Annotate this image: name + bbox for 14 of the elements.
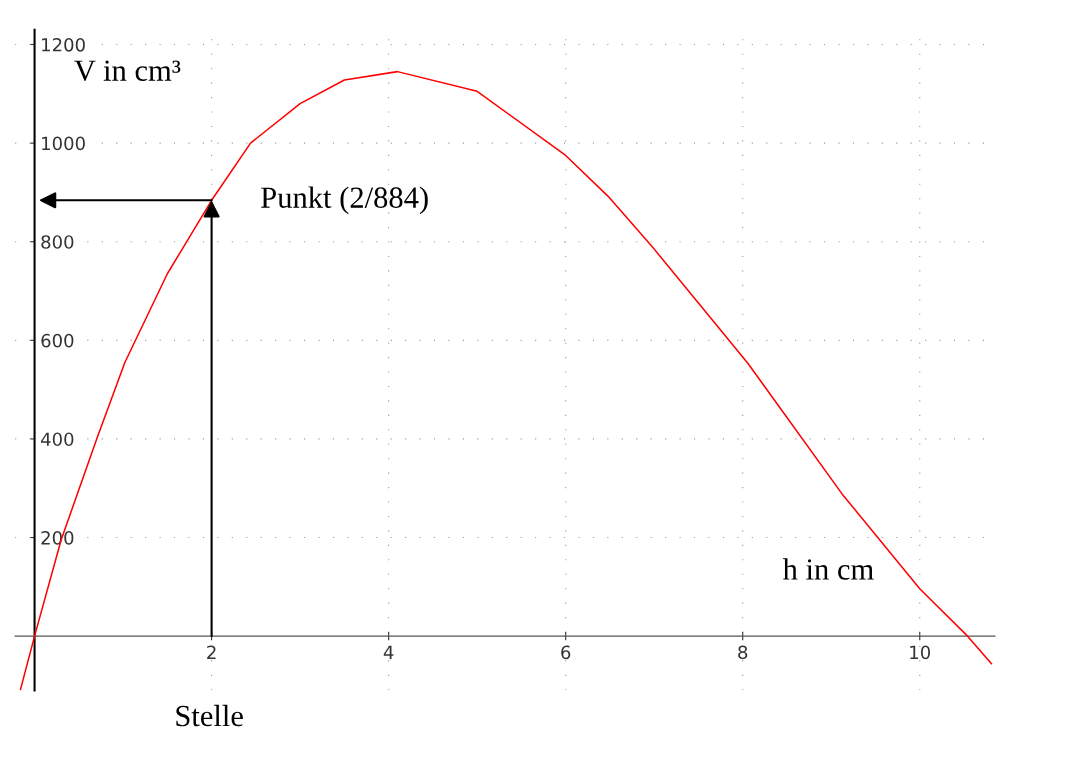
annotation: Punkt (2/884) [261, 186, 428, 215]
x-tick-label: 4 [383, 645, 394, 659]
x-axis-title: h in cm [782, 558, 874, 580]
y-tick-label: 800 [41, 235, 74, 249]
y-tick-label: 1200 [42, 37, 85, 52]
y-tick-label: 600 [41, 333, 74, 348]
x-tick-label: 10 [910, 645, 931, 660]
y-tick-label: 400 [41, 432, 74, 447]
y-tick-label: 1000 [42, 136, 85, 151]
x-tick-label: 6 [561, 645, 571, 660]
x-tick-label: 8 [738, 645, 748, 660]
text: Stelle [176, 704, 243, 727]
y-axis-title: V in cm³ [74, 60, 181, 82]
x-tick-label: 2 [207, 645, 216, 659]
